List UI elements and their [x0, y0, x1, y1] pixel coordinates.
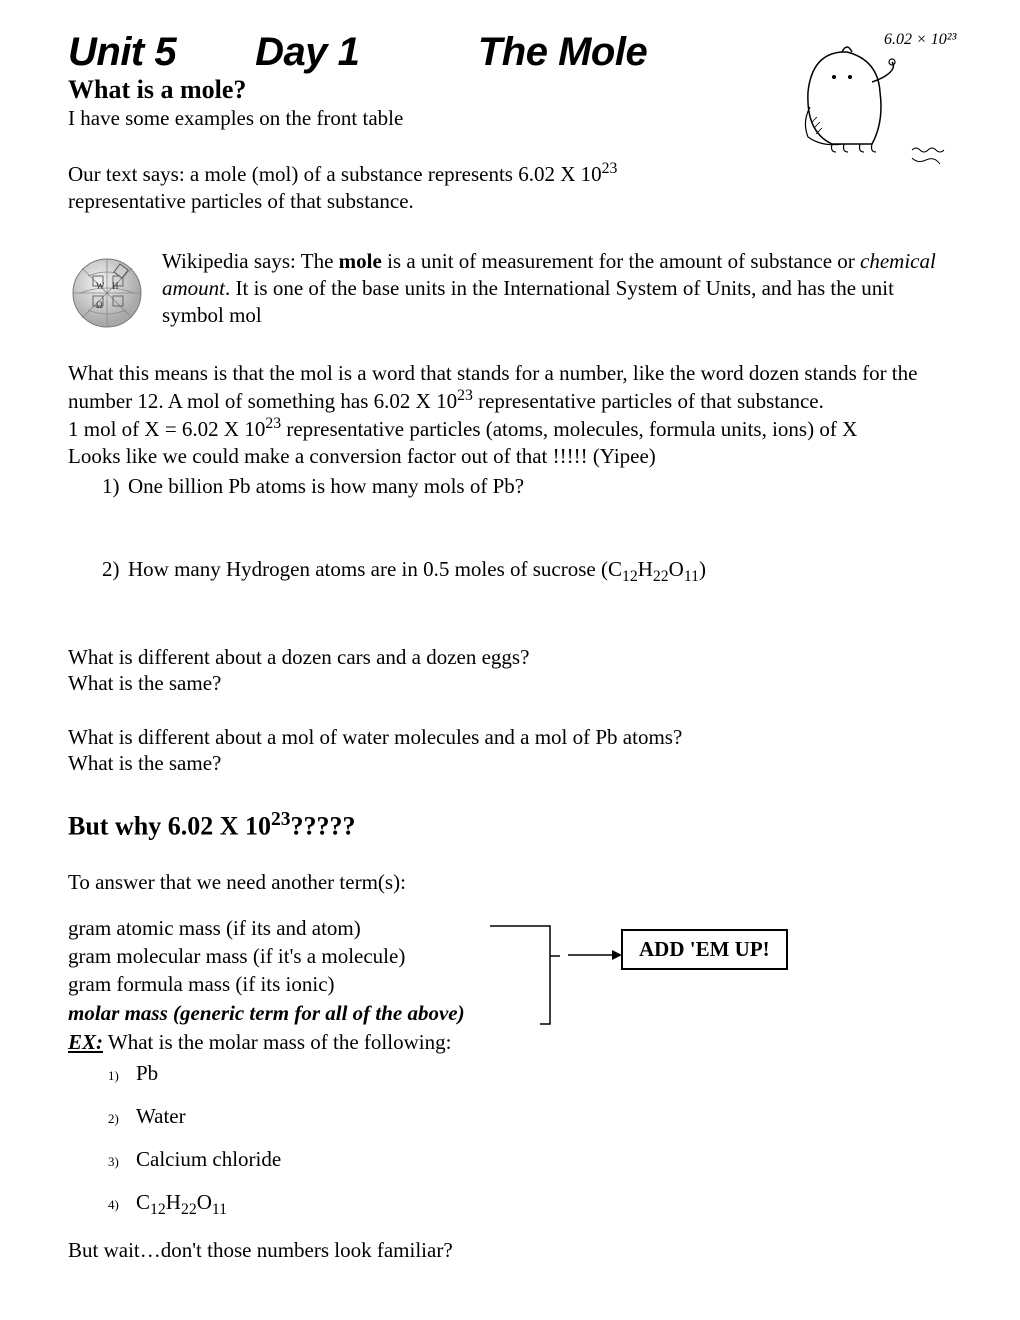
- why-heading: But why 6.02 X 1023?????: [68, 809, 952, 842]
- bracket-connector: [490, 916, 570, 1036]
- wait-line: But wait…don't those numbers look famili…: [68, 1237, 952, 1263]
- wikipedia-text: Wikipedia says: The mole is a unit of me…: [162, 248, 952, 330]
- dozen-questions: What is different about a dozen cars and…: [68, 644, 952, 697]
- svg-text:W: W: [96, 281, 105, 291]
- textbook-def: Our text says: a mole (mol) of a substan…: [68, 159, 648, 214]
- wikipedia-block: W И Ω Wikipedia says: The mole is a unit…: [68, 248, 952, 332]
- add-em-up-box: ADD 'EM UP!: [621, 929, 788, 970]
- svg-text:6.02 × 10²³: 6.02 × 10²³: [884, 31, 957, 48]
- svg-text:Ω: Ω: [96, 300, 103, 310]
- example-list: 1)Pb 2)Water 3)Calcium chloride 4) C12H2…: [108, 1061, 952, 1219]
- answer-line: To answer that we need another term(s):: [68, 869, 952, 895]
- mol-questions: What is different about a mol of water m…: [68, 724, 952, 777]
- svg-text:И: И: [112, 281, 119, 291]
- mole-cartoon: 6.02 × 10²³: [772, 22, 962, 167]
- mass-terms-block: gram atomic mass (if its and atom) gram …: [68, 914, 952, 1220]
- wikipedia-globe-icon: W И Ω: [68, 254, 146, 332]
- question-list: 1)One billion Pb atoms is how many mols …: [68, 473, 952, 588]
- arrow-icon: [568, 946, 622, 964]
- explanation-paragraph: What this means is that the mol is a wor…: [68, 360, 952, 469]
